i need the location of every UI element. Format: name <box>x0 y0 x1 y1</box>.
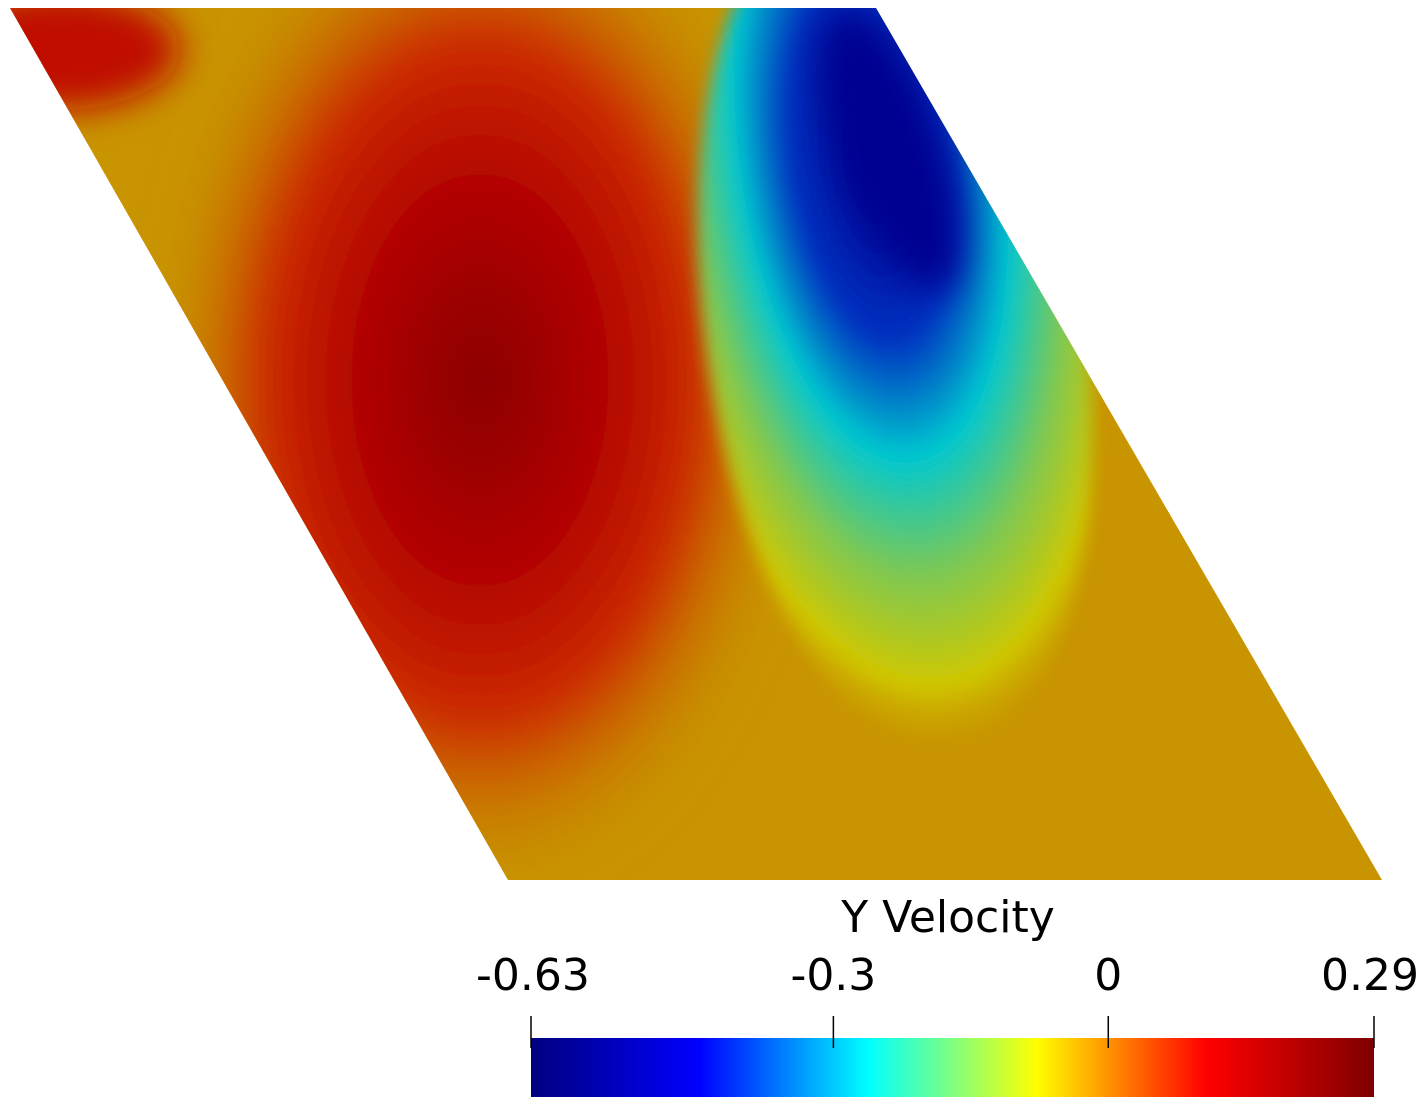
velocity-field <box>10 8 1382 880</box>
colorbar-tick-label: -0.63 <box>476 950 590 1001</box>
colorbar: -0.63 -0.3 0 0.29 <box>476 950 1419 1097</box>
colorbar-tick-label: 0 <box>1094 950 1122 1001</box>
colorbar-tick-label: 0.29 <box>1321 950 1419 1001</box>
colorbar-tick-label: -0.3 <box>790 950 876 1001</box>
colorbar-title: Y Velocity <box>840 892 1054 943</box>
colorbar-scale <box>531 1038 1374 1097</box>
